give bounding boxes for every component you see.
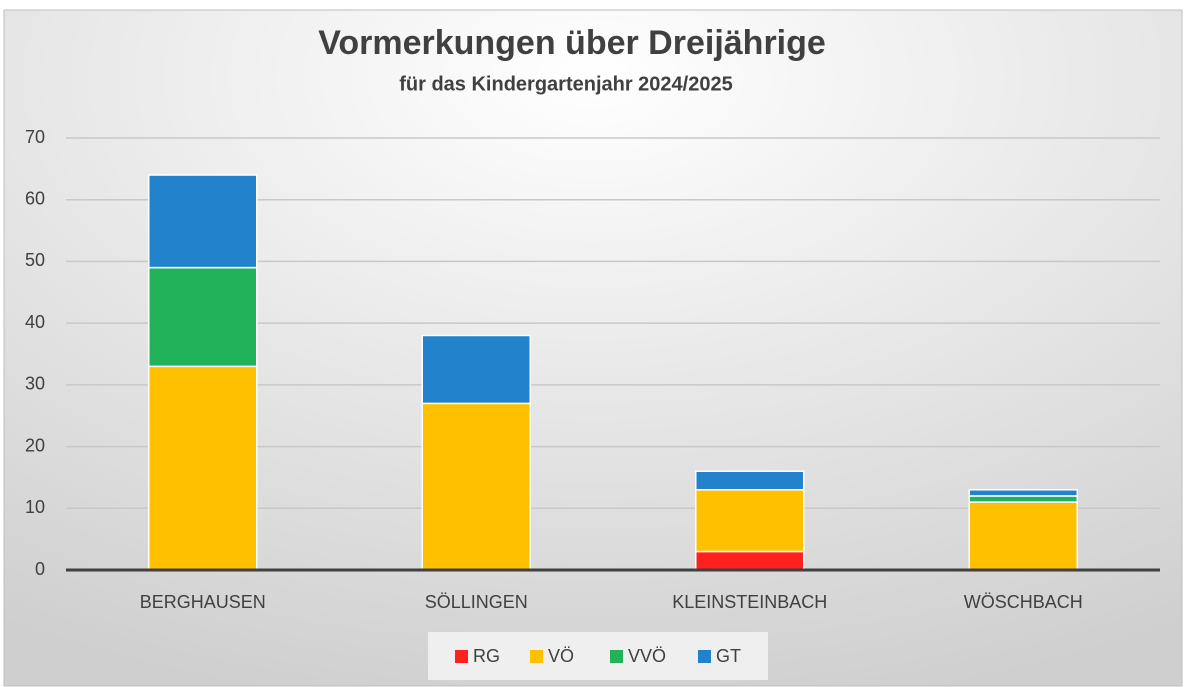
legend-label: VÖ	[548, 646, 574, 666]
bar-segment	[421, 402, 531, 571]
x-tick-label: WÖSCHBACH	[964, 592, 1083, 612]
x-tick-label: SÖLLINGEN	[425, 592, 528, 612]
legend-swatch	[530, 650, 543, 663]
bar-segment	[968, 495, 1078, 503]
bar-segment	[695, 550, 805, 571]
bar-segment	[695, 470, 805, 491]
legend-swatch	[610, 650, 623, 663]
y-tick-label: 20	[25, 435, 45, 455]
legend-label: GT	[716, 646, 741, 666]
y-tick-label: 10	[25, 497, 45, 517]
bar-segment	[968, 501, 1078, 571]
bar-segment	[148, 266, 258, 368]
x-tick-label: BERGHAUSEN	[140, 592, 266, 612]
chart-subtitle: für das Kindergartenjahr 2024/2025	[399, 73, 732, 95]
bar-segment	[421, 334, 531, 405]
y-tick-label: 0	[35, 559, 45, 579]
y-tick-label: 70	[25, 127, 45, 147]
bar-segment	[695, 489, 805, 553]
x-tick-label: KLEINSTEINBACH	[672, 592, 827, 612]
y-tick-label: 40	[25, 312, 45, 332]
bar-segment	[148, 365, 258, 571]
legend-swatch	[698, 650, 711, 663]
y-tick-label: 30	[25, 374, 45, 394]
y-tick-label: 60	[25, 188, 45, 208]
legend-label: VVÖ	[628, 646, 666, 666]
bar-segment	[968, 489, 1078, 497]
y-tick-label: 50	[25, 250, 45, 270]
chart-title: Vormerkungen über Dreijährige	[318, 24, 826, 62]
legend-label: RG	[473, 646, 500, 666]
bar-segment	[148, 174, 258, 269]
legend-box	[428, 632, 768, 680]
legend-swatch	[455, 650, 468, 663]
